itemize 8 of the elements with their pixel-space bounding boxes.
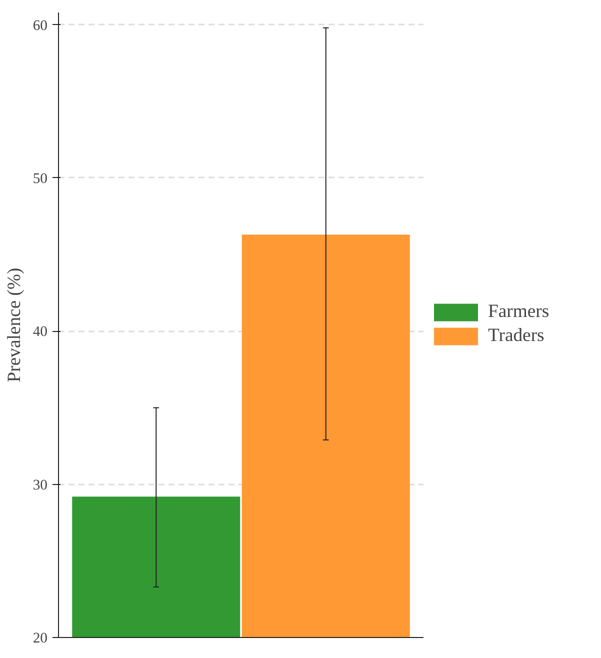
- y-axis-title: Prevalence (%): [4, 268, 25, 382]
- y-tick-label: 30: [32, 477, 48, 494]
- y-tick-label: 50: [32, 170, 48, 187]
- y-tick-label: 20: [32, 630, 48, 646]
- y-tick-label: 60: [32, 18, 48, 34]
- legend-label: Traders: [488, 325, 544, 347]
- y-tick-label: 40: [32, 324, 48, 340]
- legend-label: Farmers: [488, 301, 550, 323]
